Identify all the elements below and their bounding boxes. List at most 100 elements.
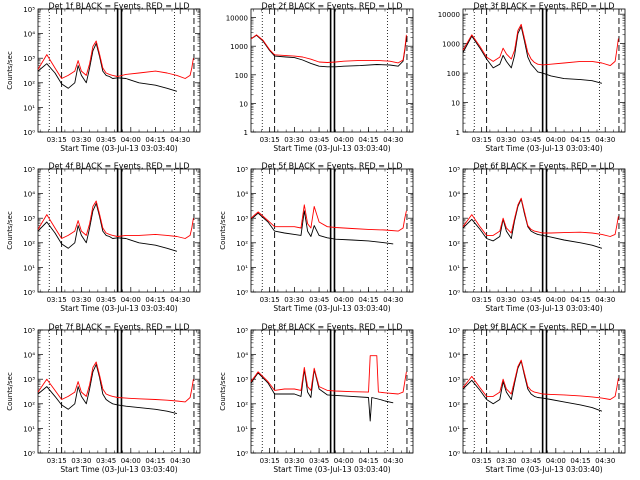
x-axis-label: Start Time (03-Jul-13 03:03:40)	[273, 304, 390, 313]
y-tick-label: 10¹	[23, 425, 35, 433]
y-tick-label: 10⁵	[236, 327, 248, 335]
y-tick-label: 10³	[236, 215, 248, 223]
x-tick-label: 04:00	[546, 457, 566, 465]
panel-det-8: 10⁰ 10¹ 10² 10³ 10⁴ 10⁵ 03:15 03:30 03:45 04:00 04…	[219, 323, 414, 474]
x-tick-label: 03:15	[260, 136, 280, 144]
y-tick-label: 10000	[226, 15, 248, 23]
y-tick-label: 10³	[448, 215, 460, 223]
y-axis-label: Counts/sec	[219, 211, 227, 250]
panel-title: Det 2f BLACK = Events, RED = LLD	[261, 2, 402, 11]
series-line-events	[250, 34, 407, 68]
plot-frame	[37, 8, 201, 133]
x-axis-label: Start Time (03-Jul-13 03:03:40)	[485, 465, 602, 474]
y-tick-label: 10³	[448, 376, 460, 384]
x-tick-label: 04:15	[358, 136, 378, 144]
series-line-events	[462, 360, 603, 412]
panel-det-2: 1 10 100 1000 10000 03:15 03:30 03:45 04:00 04:15…	[226, 2, 414, 153]
plot-frame	[462, 8, 626, 133]
x-tick-label: 04:15	[358, 296, 378, 304]
series-line-lld	[462, 23, 619, 67]
series-line-events	[462, 26, 603, 84]
y-tick-label: 1000	[442, 41, 460, 49]
x-tick-label: 04:00	[334, 296, 354, 304]
series-line-lld	[37, 40, 194, 79]
x-tick-label: 03:30	[71, 457, 91, 465]
y-tick-label: 10⁴	[23, 191, 35, 199]
x-tick-label: 04:00	[121, 457, 141, 465]
x-axis-label: Start Time (03-Jul-13 03:03:40)	[60, 465, 177, 474]
y-tick-label: 10¹	[448, 425, 460, 433]
x-tick-label: 03:45	[521, 296, 541, 304]
plot-frame	[37, 168, 201, 293]
x-tick-label: 04:30	[170, 457, 190, 465]
x-tick-label: 03:15	[47, 136, 67, 144]
x-tick-label: 04:15	[570, 457, 590, 465]
series-line-events	[37, 363, 178, 415]
y-tick-label: 10³	[23, 376, 35, 384]
y-tick-label: 10⁰	[236, 289, 248, 297]
panel-det-7: 10⁰ 10¹ 10² 10³ 10⁴ 10⁵ 03:15 03:30 03:45 04:00 04…	[6, 323, 201, 474]
x-tick-label: 03:30	[284, 457, 304, 465]
x-axis-label: Start Time (03-Jul-13 03:03:40)	[273, 144, 390, 153]
y-tick-label: 10⁰	[236, 450, 248, 458]
plot-frame	[462, 329, 626, 454]
y-tick-label: 10³	[23, 215, 35, 223]
y-tick-label: 1	[244, 129, 248, 137]
y-tick-label: 10²	[23, 401, 35, 409]
y-tick-label: 10⁴	[23, 352, 35, 360]
x-tick-label: 04:00	[546, 136, 566, 144]
panel-title: Det 5f BLACK = Events, RED = LLD	[261, 162, 402, 171]
series-line-lld	[37, 200, 194, 239]
y-tick-label: 100	[447, 70, 460, 78]
x-tick-label: 04:00	[334, 136, 354, 144]
panel-title: Det 3f BLACK = Events, RED = LLD	[473, 2, 614, 11]
x-tick-label: 03:45	[96, 457, 116, 465]
x-tick-label: 04:30	[595, 136, 615, 144]
x-tick-label: 03:15	[472, 457, 492, 465]
y-tick-label: 1	[456, 129, 460, 137]
y-tick-label: 10⁴	[236, 191, 248, 199]
y-tick-label: 10⁰	[448, 289, 460, 297]
panel-title: Det 7f BLACK = Events, RED = LLD	[48, 323, 189, 332]
panel-det-9: 10⁰ 10¹ 10² 10³ 10⁴ 10⁵ 03:15 03:30 03:45 04:00 04…	[448, 323, 626, 474]
x-tick-label: 03:30	[71, 136, 91, 144]
series-line-lld	[462, 197, 619, 237]
panel-title: Det 6f BLACK = Events, RED = LLD	[473, 162, 614, 171]
y-tick-label: 10⁵	[23, 327, 35, 335]
plot-frame	[250, 168, 414, 293]
y-tick-label: 10²	[236, 240, 248, 248]
x-tick-label: 03:45	[521, 457, 541, 465]
y-axis-label: Counts/sec	[6, 211, 14, 250]
x-tick-label: 04:15	[145, 457, 165, 465]
y-tick-label: 100	[235, 72, 248, 80]
x-tick-label: 04:30	[383, 136, 403, 144]
series-line-events	[37, 202, 178, 252]
x-tick-label: 04:15	[358, 457, 378, 465]
panel-det-1: 10⁰ 10¹ 10² 10³ 10⁴ 10⁵ 03:15 03:30 03:45 04:00 04…	[6, 2, 201, 153]
x-tick-label: 03:30	[284, 296, 304, 304]
x-tick-label: 03:15	[260, 457, 280, 465]
y-tick-label: 10	[451, 100, 460, 108]
y-tick-label: 10⁰	[23, 129, 35, 137]
x-tick-label: 03:15	[472, 296, 492, 304]
y-tick-label: 10⁴	[448, 191, 460, 199]
series-line-lld	[37, 361, 194, 403]
y-tick-label: 10²	[23, 80, 35, 88]
x-tick-label: 03:30	[284, 136, 304, 144]
y-tick-label: 10⁰	[448, 450, 460, 458]
y-tick-label: 10⁵	[23, 166, 35, 174]
series-line-lld	[462, 359, 619, 400]
y-axis-label: Counts/sec	[219, 372, 227, 411]
x-tick-label: 03:45	[96, 296, 116, 304]
x-tick-label: 03:45	[309, 457, 329, 465]
x-tick-label: 03:30	[496, 296, 516, 304]
x-axis-label: Start Time (03-Jul-13 03:03:40)	[485, 144, 602, 153]
x-tick-label: 03:15	[472, 136, 492, 144]
y-axis-label: Counts/sec	[6, 51, 14, 90]
x-tick-label: 03:30	[71, 296, 91, 304]
x-tick-label: 04:00	[121, 136, 141, 144]
x-tick-label: 03:45	[309, 136, 329, 144]
y-tick-label: 1000	[230, 43, 248, 51]
x-tick-label: 04:00	[546, 296, 566, 304]
